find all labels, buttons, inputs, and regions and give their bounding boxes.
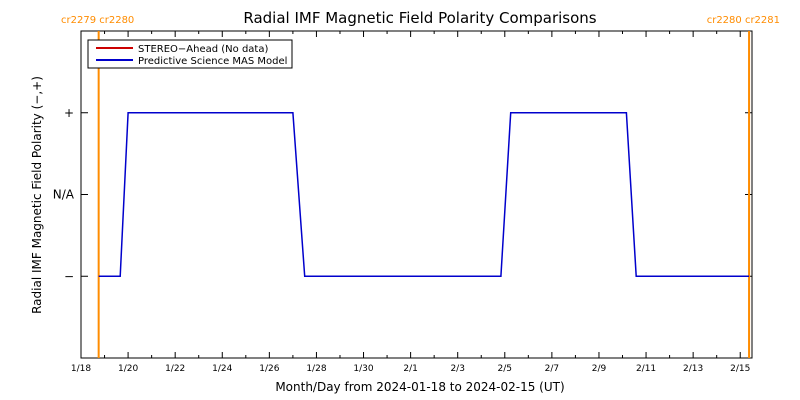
x-tick-label: 1/30 xyxy=(353,364,373,374)
plot-frame xyxy=(80,30,753,359)
x-tick-label: 2/13 xyxy=(683,364,703,374)
y-tick-label: N/A xyxy=(53,188,75,202)
carrington-marker-label: cr2279 cr2280 xyxy=(61,15,134,26)
legend-box xyxy=(87,39,293,69)
series-line-mas-model xyxy=(98,112,750,278)
x-tick-label: 1/26 xyxy=(259,364,279,374)
legend-label-mas-model: Predictive Science MAS Model xyxy=(138,56,287,67)
x-tick-label: 1/24 xyxy=(212,364,232,374)
x-ticks: 1/18 1/20 1/22 1/24 1/26 1/28 1/30 2/1 2/3 2/5 2/7… xyxy=(71,31,750,374)
x-tick-label: 1/18 xyxy=(71,364,91,374)
x-tick-label: 1/22 xyxy=(165,364,185,374)
x-axis-label: Month/Day from 2024-01-18 to 2024-02-15 … xyxy=(275,380,564,394)
x-tick-label: 2/3 xyxy=(450,364,464,374)
carrington-markers: cr2279 cr2280 cr2280 cr2281 xyxy=(61,15,780,358)
legend-label-stereo: STEREO−Ahead (No data) xyxy=(138,44,268,55)
x-tick-label: 2/1 xyxy=(403,364,417,374)
x-tick-label: 2/5 xyxy=(498,364,512,374)
x-tick-label: 2/9 xyxy=(592,364,607,374)
legend: STEREO−Ahead (No data) Predictive Scienc… xyxy=(87,39,293,69)
x-tick-label: 2/15 xyxy=(730,364,750,374)
series-lines xyxy=(98,112,750,278)
x-tick-label: 1/28 xyxy=(306,364,326,374)
y-axis-label: Radial IMF Magnetic Field Polarity (−,+) xyxy=(30,76,44,314)
chart-title: Radial IMF Magnetic Field Polarity Compa… xyxy=(243,9,596,27)
y-tick-label: + xyxy=(64,106,74,120)
x-tick-label: 1/20 xyxy=(118,364,138,374)
y-ticks: + N/A − xyxy=(53,106,752,283)
carrington-marker-label: cr2280 cr2281 xyxy=(707,15,780,26)
x-tick-label: 2/7 xyxy=(545,364,559,374)
x-tick-label: 2/11 xyxy=(636,364,656,374)
y-tick-label: − xyxy=(64,269,74,283)
